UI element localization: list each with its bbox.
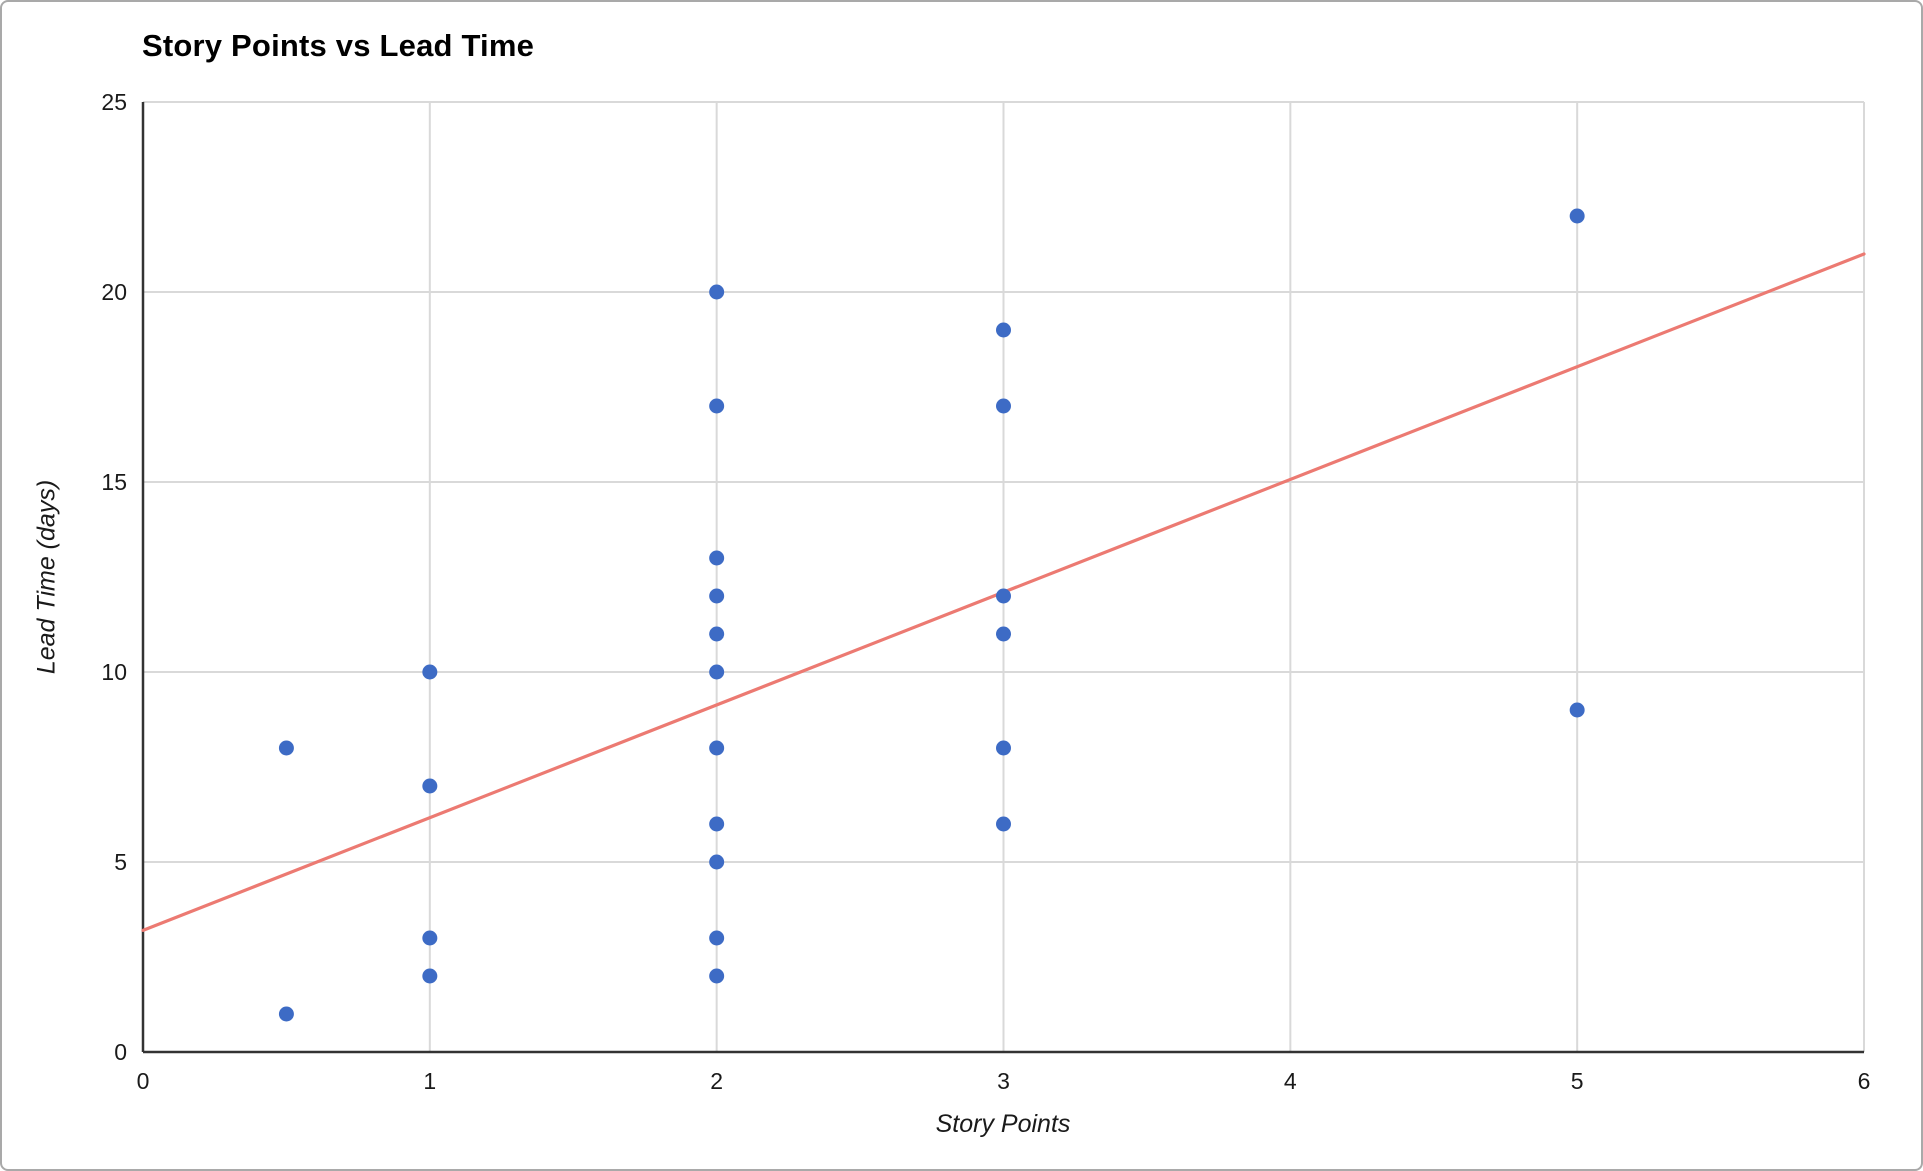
data-point[interactable]	[278, 740, 294, 756]
tick-labels: 0 5 10 15 20 25 0 1 2 3 4 5 6	[101, 89, 1870, 1094]
data-point[interactable]	[422, 664, 438, 680]
x-tick-label: 6	[1858, 1068, 1871, 1094]
data-point[interactable]	[278, 1006, 294, 1022]
y-tick-label: 5	[114, 849, 127, 875]
y-tick-label: 15	[101, 469, 127, 495]
data-point[interactable]	[996, 322, 1011, 338]
data-point[interactable]	[422, 778, 438, 794]
data-point[interactable]	[709, 588, 725, 604]
x-tick-label: 1	[423, 1068, 436, 1094]
y-tick-label: 20	[101, 279, 127, 305]
data-point[interactable]	[996, 398, 1011, 414]
data-point[interactable]	[709, 626, 725, 642]
data-point[interactable]	[1569, 702, 1585, 718]
x-tick-label: 2	[710, 1068, 723, 1094]
data-point[interactable]	[422, 968, 438, 984]
data-point[interactable]	[709, 816, 725, 832]
data-point[interactable]	[1569, 208, 1585, 224]
data-point[interactable]	[709, 398, 725, 414]
x-tick-label: 4	[1284, 1068, 1297, 1094]
y-tick-label: 25	[101, 89, 127, 115]
gridlines	[143, 101, 1865, 1052]
data-point[interactable]	[996, 740, 1011, 756]
x-tick-label: 3	[997, 1068, 1010, 1094]
data-point[interactable]	[709, 740, 725, 756]
data-point[interactable]	[709, 550, 725, 566]
x-axis-title: Story Points	[935, 1110, 1071, 1138]
x-tick-label: 5	[1571, 1068, 1584, 1094]
data-point[interactable]	[709, 968, 725, 984]
y-tick-label: 0	[114, 1039, 127, 1065]
data-point[interactable]	[709, 930, 725, 946]
data-point[interactable]	[709, 284, 725, 300]
data-point[interactable]	[709, 664, 725, 680]
data-point[interactable]	[709, 854, 725, 870]
data-point[interactable]	[996, 588, 1011, 604]
data-point[interactable]	[422, 930, 438, 946]
data-point[interactable]	[996, 626, 1011, 642]
axis-lines	[141, 102, 1864, 1054]
y-tick-label: 10	[101, 659, 127, 685]
chart-title: Story Points vs Lead Time	[142, 28, 535, 63]
x-tick-label: 0	[137, 1068, 150, 1094]
data-points	[278, 208, 1585, 1022]
data-point[interactable]	[996, 816, 1011, 832]
